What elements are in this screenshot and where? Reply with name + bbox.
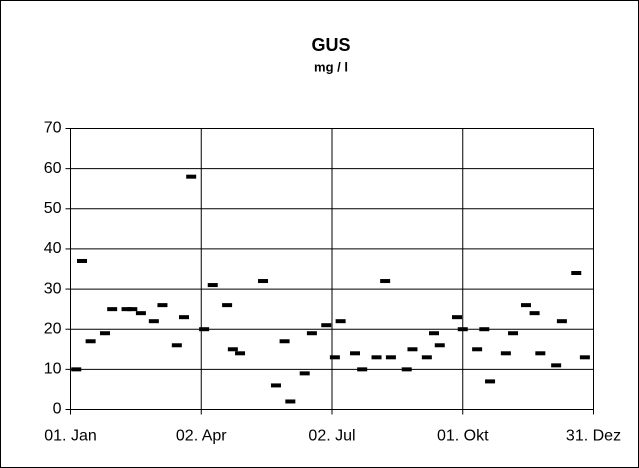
point: [179, 315, 190, 320]
point: [357, 367, 368, 372]
point: [556, 319, 567, 324]
y-tick-label: 50: [44, 200, 62, 217]
point: [335, 319, 346, 324]
y-tick-label: 0: [53, 401, 62, 418]
point: [99, 331, 110, 336]
point: [207, 283, 218, 288]
x-tick-label: 02. Jul: [308, 428, 355, 445]
point: [579, 355, 590, 360]
point: [500, 351, 511, 356]
point: [485, 379, 496, 384]
point: [171, 343, 182, 348]
point: [148, 319, 159, 324]
point: [529, 311, 540, 316]
point: [571, 271, 582, 276]
point: [434, 343, 445, 348]
point: [306, 331, 317, 336]
point: [535, 351, 546, 356]
point: [385, 355, 396, 360]
point: [279, 339, 290, 344]
point: [199, 327, 210, 332]
point: [71, 367, 82, 372]
point: [186, 174, 197, 179]
y-tick-label: 70: [44, 120, 62, 137]
chart-title: GUS: [311, 35, 350, 55]
y-tick-label: 60: [44, 160, 62, 177]
point: [76, 258, 87, 263]
point: [371, 355, 382, 360]
x-tick-label: 01. Jan: [44, 428, 96, 445]
point: [429, 331, 440, 336]
y-tick-label: 20: [44, 320, 62, 337]
point: [380, 279, 391, 284]
y-tick-label: 10: [44, 361, 62, 378]
point: [551, 363, 562, 368]
point: [299, 371, 310, 376]
point: [135, 311, 146, 316]
point: [258, 279, 269, 284]
point: [121, 307, 132, 312]
point: [285, 399, 296, 404]
point: [401, 367, 412, 372]
point: [472, 347, 483, 352]
point: [270, 383, 281, 388]
y-tick-label: 40: [44, 240, 62, 257]
point: [107, 307, 118, 312]
point: [222, 303, 233, 308]
point: [479, 327, 490, 332]
x-tick-label: 01. Okt: [437, 428, 489, 445]
point: [329, 355, 340, 360]
point: [407, 347, 418, 352]
point: [85, 339, 96, 344]
point: [157, 303, 168, 308]
point: [452, 315, 463, 320]
point: [235, 351, 246, 356]
point: [421, 355, 432, 360]
x-tick-label: 31. Dez: [566, 428, 621, 445]
point: [349, 351, 360, 356]
point: [508, 331, 519, 336]
point: [520, 303, 531, 308]
point: [321, 323, 332, 328]
point: [457, 327, 468, 332]
point: [127, 307, 138, 312]
y-tick-label: 30: [44, 280, 62, 297]
chart-subtitle: mg / l: [314, 59, 348, 74]
point: [227, 347, 238, 352]
x-tick-label: 02. Apr: [176, 428, 227, 445]
